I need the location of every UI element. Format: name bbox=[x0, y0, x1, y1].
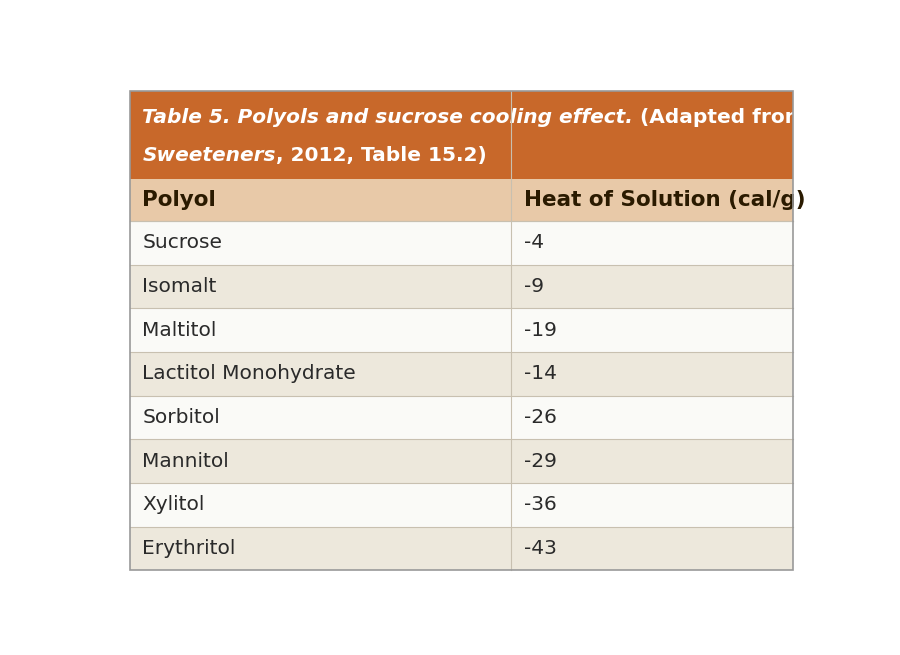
Text: -26: -26 bbox=[524, 408, 556, 427]
Bar bbox=[130, 179, 793, 221]
Text: Table 5. Polyols and sucrose cooling effect.: Table 5. Polyols and sucrose cooling eff… bbox=[142, 108, 634, 127]
Text: -9: -9 bbox=[524, 277, 544, 296]
Text: -14: -14 bbox=[524, 364, 556, 383]
Text: , 2012, Table 15.2): , 2012, Table 15.2) bbox=[276, 146, 487, 165]
Text: Lactitol Monohydrate: Lactitol Monohydrate bbox=[142, 364, 356, 383]
Text: -29: -29 bbox=[524, 451, 556, 471]
Bar bbox=[130, 352, 793, 396]
Bar bbox=[130, 396, 793, 440]
Text: Heat of Solution (cal/g): Heat of Solution (cal/g) bbox=[524, 190, 806, 210]
Bar bbox=[130, 91, 793, 179]
Text: -36: -36 bbox=[524, 495, 556, 514]
Text: Sweeteners: Sweeteners bbox=[142, 146, 276, 165]
Text: (Adapted from: (Adapted from bbox=[634, 108, 813, 127]
Text: -43: -43 bbox=[524, 539, 556, 558]
Bar bbox=[130, 527, 793, 571]
Bar bbox=[130, 309, 793, 352]
Bar bbox=[130, 265, 793, 309]
Text: -4: -4 bbox=[524, 233, 544, 252]
Bar bbox=[130, 221, 793, 265]
Text: Mannitol: Mannitol bbox=[142, 451, 230, 471]
Text: Polyol: Polyol bbox=[142, 190, 216, 210]
Text: Isomalt: Isomalt bbox=[142, 277, 217, 296]
Text: Erythritol: Erythritol bbox=[142, 539, 236, 558]
Text: Alternative: Alternative bbox=[813, 108, 900, 127]
Text: Sucrose: Sucrose bbox=[142, 233, 222, 252]
Text: Sorbitol: Sorbitol bbox=[142, 408, 220, 427]
Bar bbox=[130, 440, 793, 483]
Text: Maltitol: Maltitol bbox=[142, 320, 217, 339]
Text: -19: -19 bbox=[524, 320, 556, 339]
Bar bbox=[130, 483, 793, 527]
Text: Xylitol: Xylitol bbox=[142, 495, 205, 514]
